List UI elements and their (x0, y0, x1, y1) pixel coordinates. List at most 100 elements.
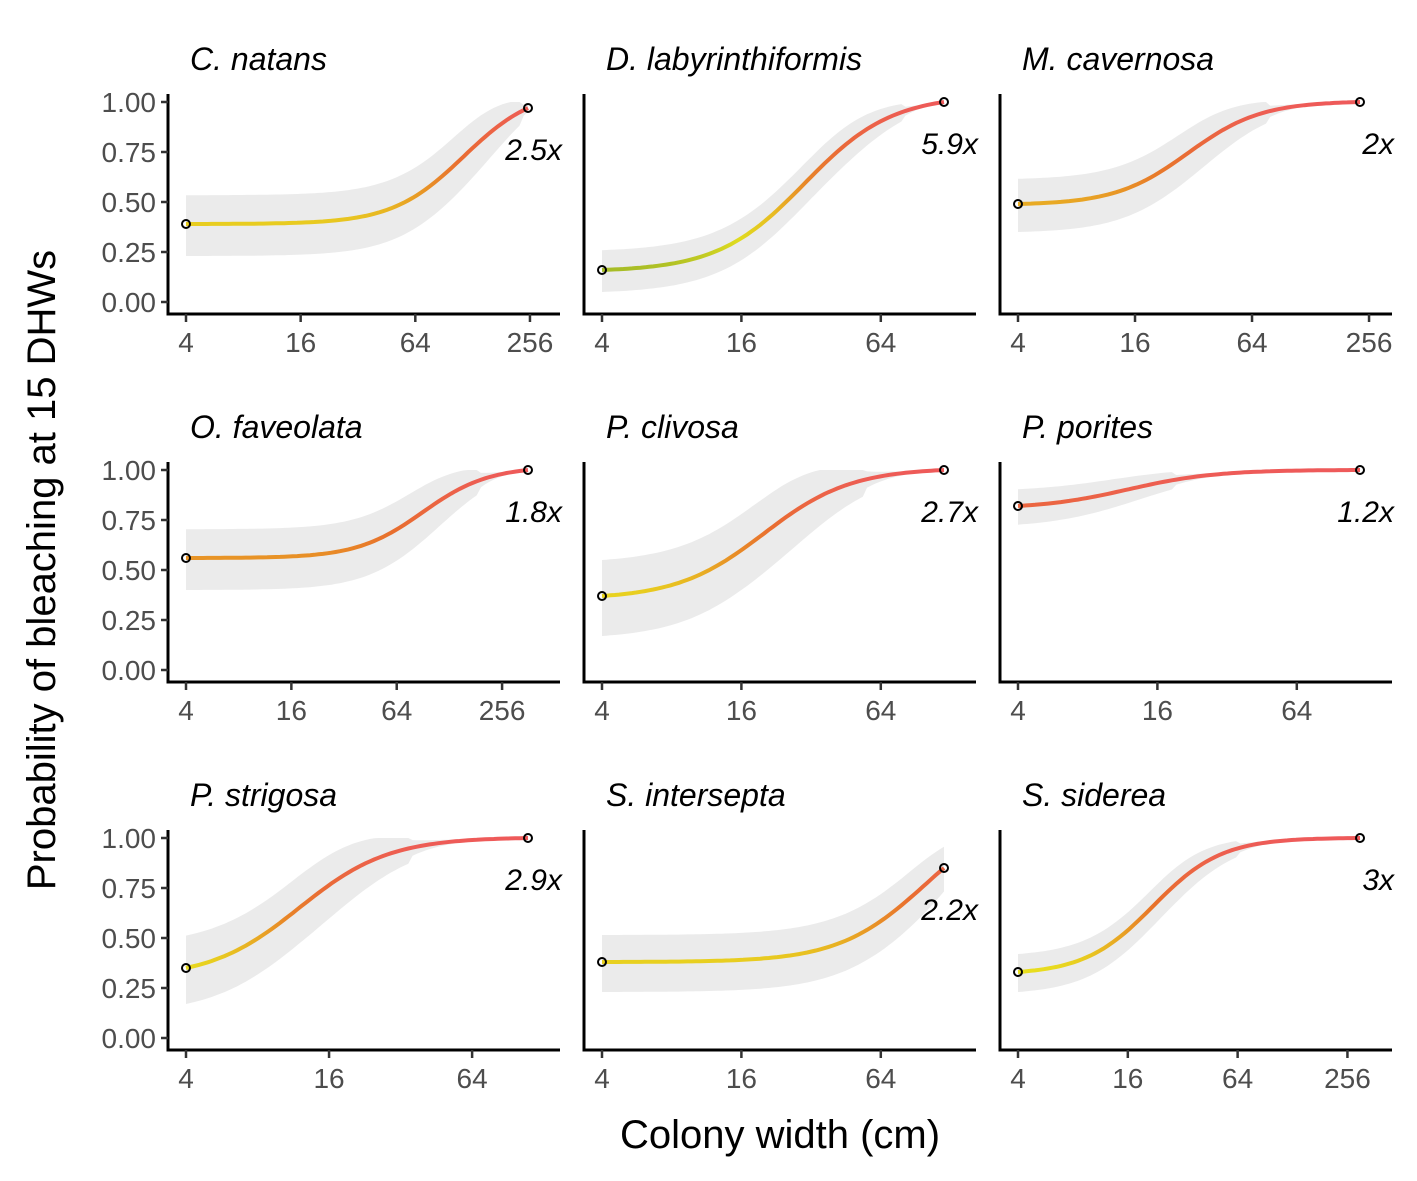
x-tick-label: 16 (285, 327, 316, 358)
start-point (597, 265, 607, 275)
start-point (181, 219, 191, 229)
ratio-label: 2.2x (920, 894, 979, 927)
x-tick-label: 256 (507, 327, 554, 358)
end-point (939, 97, 949, 107)
panel-3: 0.00 0.25 0.50 0.75 1.00 4 16 64 256 O. faveolata… (102, 409, 563, 726)
end-point (1355, 97, 1365, 107)
panel-title: O. faveolata (190, 409, 363, 445)
fitted-curve (185, 836, 529, 970)
y-tick-label: 0.00 (102, 287, 157, 318)
x-tick-label: 4 (178, 327, 194, 358)
confidence-band (186, 470, 528, 590)
start-point (1013, 199, 1023, 209)
x-tick-label: 16 (1112, 1063, 1143, 1094)
ratio-label: 2.9x (504, 864, 563, 897)
axis-lines (582, 462, 976, 684)
x-tick-label: 64 (1222, 1063, 1253, 1094)
y-tick-label: 0.75 (102, 873, 157, 904)
y-tick-label: 0.50 (102, 923, 157, 954)
panel-title: S. siderea (1022, 777, 1166, 813)
fitted-curve (186, 106, 529, 226)
ratio-label: 1.2x (1337, 496, 1395, 529)
x-tick-label: 64 (865, 695, 896, 726)
panel-7: 4 16 64 S. intersepta 2.2x (582, 777, 979, 1094)
x-tick-label: 64 (381, 695, 412, 726)
end-point (523, 465, 533, 475)
panel-title: C. natans (190, 41, 327, 77)
end-point (523, 833, 533, 843)
x-tick-label: 16 (313, 1063, 344, 1094)
x-tick-label: 64 (400, 327, 431, 358)
panel-title: P. porites (1022, 409, 1153, 445)
confidence-band (186, 838, 528, 1004)
panel-title: P. clivosa (606, 409, 739, 445)
x-tick-label: 4 (1010, 327, 1026, 358)
x-tick-label: 64 (457, 1063, 488, 1094)
x-tick-label: 256 (1346, 327, 1393, 358)
facet-panels: 0.00 0.25 0.50 0.75 1.00 4 16 64 256 C. natans 2.5… (102, 41, 1395, 1094)
panel-0: 0.00 0.25 0.50 0.75 1.00 4 16 64 256 C. natans 2.5… (102, 41, 563, 358)
axis-lines (582, 94, 976, 316)
ratio-label: 5.9x (921, 128, 979, 161)
fitted-curve (1017, 836, 1360, 974)
confidence-band (602, 846, 944, 992)
end-point (523, 103, 533, 113)
axis-lines (998, 94, 1392, 316)
fitted-curve (186, 468, 529, 560)
fitted-curve (601, 100, 945, 272)
confidence-band (186, 102, 528, 256)
fitted-curve (1017, 468, 1360, 508)
x-tick-label: 16 (726, 1063, 757, 1094)
x-tick-label: 256 (1324, 1063, 1371, 1094)
confidence-band (1018, 102, 1360, 232)
axis-lines (166, 462, 560, 684)
fitted-curve (1017, 100, 1361, 206)
y-tick-label: 0.00 (102, 1023, 157, 1054)
x-tick-label: 64 (865, 327, 896, 358)
ratio-label: 2.7x (920, 496, 979, 529)
y-tick-label: 0.25 (102, 237, 157, 268)
x-tick-label: 4 (594, 327, 610, 358)
y-tick-label: 0.50 (102, 187, 157, 218)
y-tick-label: 0.25 (102, 605, 157, 636)
axis-lines (998, 462, 1392, 684)
confidence-band (602, 102, 944, 292)
fitted-curve (601, 468, 945, 598)
start-point (597, 591, 607, 601)
x-tick-label: 64 (1281, 695, 1312, 726)
y-tick-label: 0.75 (102, 505, 157, 536)
x-tick-label: 4 (178, 1063, 194, 1094)
x-tick-label: 4 (594, 695, 610, 726)
panel-title: D. labyrinthiformis (606, 41, 862, 77)
x-tick-label: 64 (865, 1063, 896, 1094)
end-point (1355, 833, 1365, 843)
panel-title: P. strigosa (190, 777, 337, 813)
y-tick-label: 0.75 (102, 137, 157, 168)
x-tick-label: 4 (594, 1063, 610, 1094)
ratio-label: 2x (1361, 128, 1395, 161)
x-tick-label: 16 (1142, 695, 1173, 726)
axis-lines (166, 94, 560, 316)
x-tick-label: 16 (276, 695, 307, 726)
x-tick-label: 64 (1236, 327, 1267, 358)
end-point (1355, 465, 1365, 475)
start-point (597, 957, 607, 967)
end-point (939, 863, 949, 873)
axis-lines (166, 830, 560, 1052)
panel-6: 0.00 0.25 0.50 0.75 1.00 4 16 64 P. strigosa 2.9x (102, 777, 563, 1094)
x-axis-title: Colony width (cm) (620, 1113, 940, 1157)
panel-2: 4 16 64 256 M. cavernosa 2x (998, 41, 1395, 358)
end-point (939, 465, 949, 475)
y-axis-title: Probability of bleaching at 15 DHWs (20, 250, 64, 890)
confidence-band (1018, 470, 1360, 525)
panel-title: S. intersepta (606, 777, 786, 813)
y-tick-label: 1.00 (102, 455, 157, 486)
y-tick-label: 1.00 (102, 87, 157, 118)
axis-lines (998, 830, 1392, 1052)
start-point (181, 553, 191, 563)
ratio-label: 2.5x (504, 134, 563, 167)
panel-title: M. cavernosa (1022, 41, 1214, 77)
start-point (1013, 967, 1023, 977)
y-tick-label: 0.00 (102, 655, 157, 686)
